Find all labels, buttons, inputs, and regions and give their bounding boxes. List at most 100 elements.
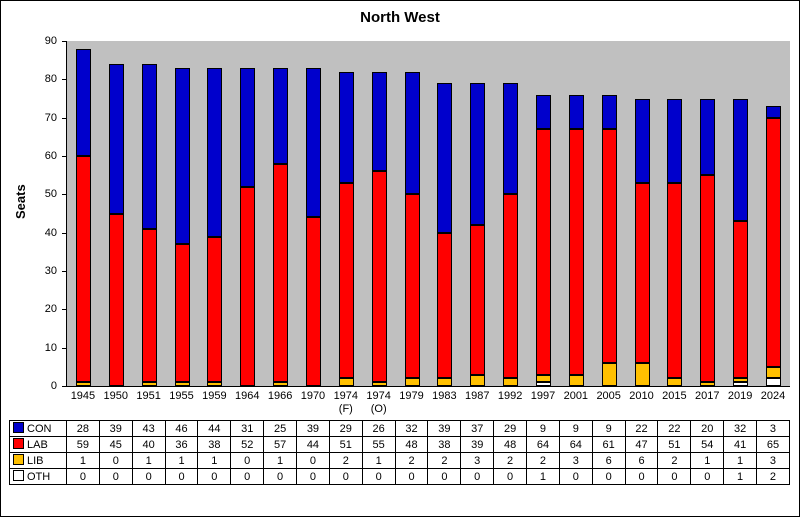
legend-cell: LIB bbox=[9, 452, 67, 469]
value-cell: 0 bbox=[98, 468, 133, 485]
bar-segment-lab bbox=[273, 163, 289, 383]
value-cell: 9 bbox=[591, 420, 626, 437]
value-cell: 54 bbox=[690, 436, 725, 453]
y-tick-label: 0 bbox=[50, 380, 57, 392]
bar bbox=[766, 106, 782, 386]
value-cell: 0 bbox=[296, 468, 330, 485]
x-axis-label: 1974 (O) bbox=[366, 390, 391, 415]
value-cell: 0 bbox=[591, 468, 626, 485]
bar-segment-oth bbox=[733, 382, 749, 386]
value-cell: 47 bbox=[624, 436, 659, 453]
bar-segment-con bbox=[766, 106, 782, 118]
value-cell: 38 bbox=[197, 436, 232, 453]
bar-segment-lab bbox=[404, 194, 420, 379]
bar-segment-lib bbox=[371, 382, 387, 386]
table-row: CON 28 39 43 46 44 31 25 39 29 26 32 39 37 29 9 9 9 22 22 20… bbox=[9, 420, 790, 437]
value-cell: 0 bbox=[493, 468, 528, 485]
value-cell: 39 bbox=[296, 420, 330, 437]
value-cell: 44 bbox=[296, 436, 330, 453]
value-cell: 29 bbox=[328, 420, 363, 437]
legend-label: OTH bbox=[27, 471, 51, 483]
y-tick-mark bbox=[62, 79, 66, 81]
value-cell: 3 bbox=[756, 452, 790, 469]
bar-segment-con bbox=[240, 67, 256, 187]
value-cell: 64 bbox=[526, 436, 560, 453]
bar bbox=[305, 67, 321, 386]
value-cell: 3 bbox=[558, 452, 593, 469]
bar bbox=[700, 98, 716, 386]
value-cell: 45 bbox=[98, 436, 133, 453]
plot-area bbox=[66, 41, 790, 387]
bar-segment-lab bbox=[667, 182, 683, 379]
value-cell: 0 bbox=[230, 468, 265, 485]
bar-segment-lab bbox=[207, 236, 223, 383]
bar-segment-lib bbox=[700, 382, 716, 386]
bar bbox=[371, 71, 387, 386]
bar bbox=[108, 64, 124, 386]
value-cell: 0 bbox=[657, 468, 692, 485]
value-cell: 32 bbox=[723, 420, 758, 437]
table-row: OTH 0 0 0 0 0 0 0 0 0 0 0 0 0 0 1 0 0 0 0 0 1 2 bbox=[9, 468, 790, 485]
bar-segment-con bbox=[404, 71, 420, 195]
value-cell: 0 bbox=[98, 452, 133, 469]
bar-segment-con bbox=[601, 94, 617, 130]
bar-segment-lab bbox=[568, 129, 584, 375]
value-cell: 25 bbox=[263, 420, 298, 437]
chart-title: North West bbox=[360, 9, 440, 26]
value-cell: 2 bbox=[493, 452, 528, 469]
value-cell: 1 bbox=[131, 452, 166, 469]
bar bbox=[240, 67, 256, 386]
bar-segment-oth bbox=[766, 378, 782, 386]
bar-segment-con bbox=[503, 83, 519, 195]
bar-segment-lab bbox=[437, 232, 453, 379]
bar-segment-lib bbox=[470, 374, 486, 386]
bar bbox=[141, 64, 157, 386]
bar bbox=[667, 98, 683, 386]
value-cell: 6 bbox=[624, 452, 659, 469]
value-cell: 22 bbox=[657, 420, 692, 437]
value-cell: 2 bbox=[657, 452, 692, 469]
bar-segment-lib bbox=[207, 382, 223, 386]
y-tick-mark bbox=[62, 386, 66, 387]
y-tick-label: 40 bbox=[44, 226, 57, 239]
value-cell: 51 bbox=[328, 436, 363, 453]
bar-segment-con bbox=[437, 83, 453, 233]
bar-segment-lab bbox=[503, 194, 519, 379]
x-axis-label: 2015 bbox=[662, 390, 687, 402]
bar-segment-lib bbox=[174, 382, 190, 386]
y-tick-label: 70 bbox=[44, 111, 57, 124]
y-tick-label: 30 bbox=[44, 265, 57, 277]
bar-segment-lib bbox=[437, 378, 453, 386]
legend-cell: OTH bbox=[9, 468, 67, 485]
x-axis-label: 1964 bbox=[234, 390, 260, 402]
legend-swatch bbox=[13, 470, 24, 481]
bar-segment-lib bbox=[503, 378, 519, 386]
x-axis-label: 1979 bbox=[399, 390, 424, 402]
value-cell: 37 bbox=[460, 420, 495, 437]
bar-segment-con bbox=[470, 83, 486, 225]
x-axis-label: 2017 bbox=[695, 390, 720, 402]
value-cell: 64 bbox=[558, 436, 593, 453]
bar bbox=[503, 83, 519, 386]
bar bbox=[733, 98, 749, 386]
value-cell: 0 bbox=[427, 468, 462, 485]
bar-segment-con bbox=[207, 67, 223, 237]
value-cell: 2 bbox=[328, 452, 363, 469]
value-cell: 0 bbox=[131, 468, 166, 485]
value-cell: 59 bbox=[66, 436, 100, 453]
table-row: LIB 1 0 1 1 1 0 1 0 2 1 2 2 3 2 2 3 6 6 2 1 1 3 bbox=[9, 452, 790, 469]
table-row: LAB 59 45 40 36 38 52 57 44 51 55 48 38 39 48 64 64 61 47 5… bbox=[9, 436, 790, 453]
bar-segment-lib bbox=[75, 382, 91, 386]
bar-segment-con bbox=[174, 67, 190, 245]
bar bbox=[437, 83, 453, 386]
value-cell: 26 bbox=[361, 420, 396, 437]
bar-segment-lib bbox=[404, 378, 420, 386]
bar-segment-con bbox=[338, 71, 354, 183]
bar-segment-lib bbox=[601, 363, 617, 386]
bar-segment-lab bbox=[733, 221, 749, 379]
value-cell: 65 bbox=[756, 436, 790, 453]
value-cell: 39 bbox=[460, 436, 495, 453]
bar-segment-con bbox=[536, 94, 552, 130]
legend-label: LAB bbox=[27, 439, 48, 451]
bar bbox=[470, 83, 486, 386]
